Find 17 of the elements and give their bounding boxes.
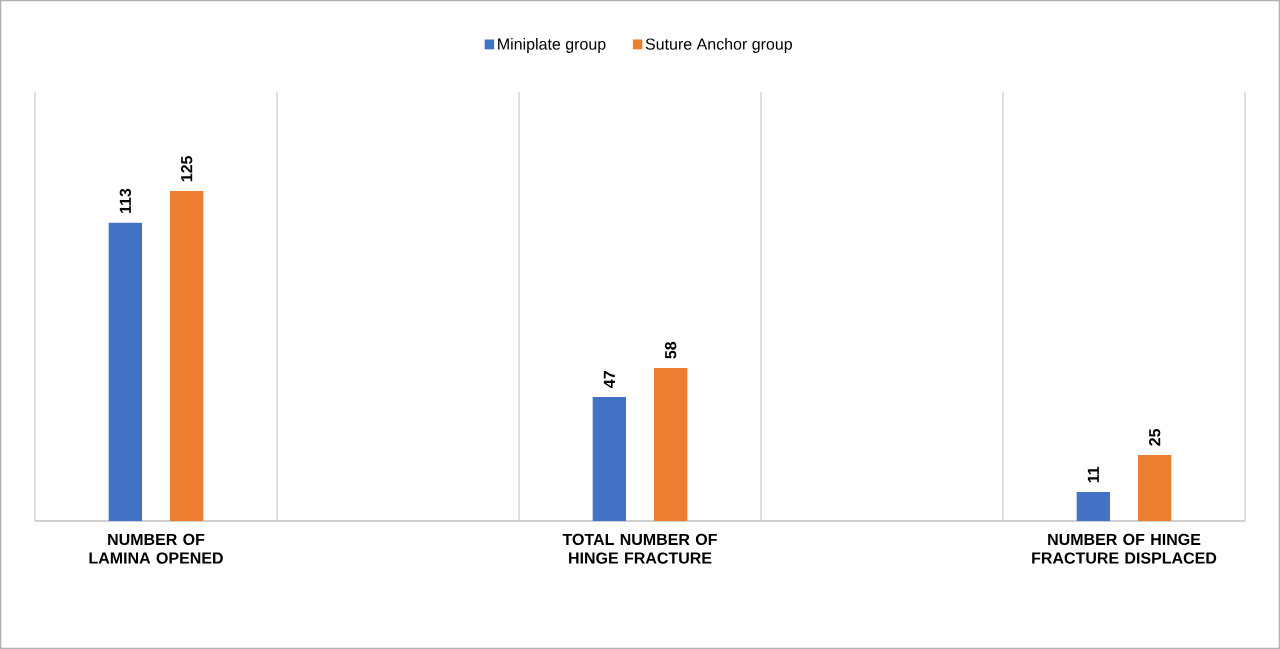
x-tick-label: NUMBER OF HINGE FRACTURE DISPLACED <box>1032 533 1217 564</box>
data-label: 113 <box>119 188 132 213</box>
bar <box>170 190 204 521</box>
legend-label: Miniplate group <box>498 38 606 53</box>
bar <box>1076 491 1111 521</box>
data-label: 47 <box>603 371 615 388</box>
x-tick-label: TOTAL NUMBER OF HINGE FRACTURE <box>562 533 717 564</box>
data-label: 11 <box>1087 466 1099 483</box>
bar <box>654 367 688 521</box>
data-label: 58 <box>665 341 677 359</box>
bar <box>1138 455 1172 521</box>
data-label: 25 <box>1149 428 1161 446</box>
data-label: 125 <box>181 156 193 182</box>
x-tick-label: NUMBER OF LAMINA OPENED <box>89 533 223 564</box>
legend-label: Suture Anchor group <box>645 38 792 53</box>
bar <box>108 222 142 521</box>
bar <box>592 396 627 521</box>
